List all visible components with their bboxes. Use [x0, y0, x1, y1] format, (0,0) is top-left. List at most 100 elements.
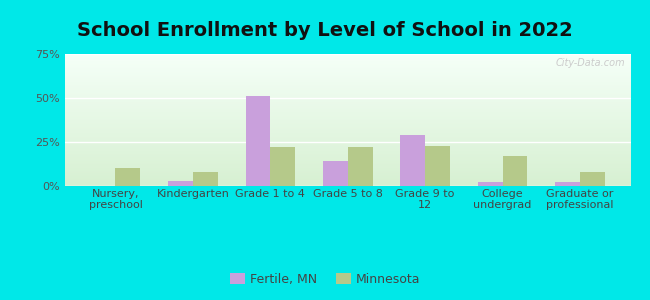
Bar: [65, 142, 630, 143]
Bar: [65, 102, 630, 104]
Bar: [65, 164, 630, 165]
Bar: [65, 158, 630, 160]
Bar: [65, 57, 630, 59]
Bar: [65, 160, 630, 161]
Bar: [65, 85, 630, 86]
Bar: [65, 152, 630, 153]
Bar: [65, 110, 630, 111]
Bar: [65, 166, 630, 167]
Bar: [65, 95, 630, 96]
Bar: [193, 172, 218, 186]
Bar: [116, 168, 140, 186]
Bar: [65, 140, 630, 141]
Bar: [65, 148, 630, 150]
Bar: [65, 96, 630, 97]
Bar: [65, 75, 630, 76]
Bar: [65, 86, 630, 87]
Bar: [65, 76, 630, 77]
Bar: [65, 156, 630, 158]
Bar: [65, 113, 630, 115]
Bar: [425, 146, 450, 186]
Bar: [323, 161, 348, 186]
Bar: [65, 167, 630, 168]
Bar: [65, 78, 630, 79]
Bar: [65, 98, 630, 99]
Bar: [65, 87, 630, 88]
Bar: [65, 176, 630, 177]
Bar: [65, 145, 630, 146]
Bar: [65, 128, 630, 129]
Bar: [65, 136, 630, 138]
Bar: [65, 66, 630, 67]
Bar: [65, 124, 630, 125]
Bar: [65, 109, 630, 110]
Bar: [65, 130, 630, 131]
Bar: [65, 155, 630, 156]
Bar: [65, 121, 630, 122]
Bar: [65, 69, 630, 70]
Bar: [65, 61, 630, 62]
Bar: [65, 131, 630, 132]
Bar: [65, 153, 630, 154]
Bar: [65, 175, 630, 176]
Bar: [65, 139, 630, 140]
Bar: [65, 56, 630, 57]
Bar: [168, 181, 193, 186]
Bar: [65, 185, 630, 186]
Bar: [270, 147, 295, 186]
Bar: [65, 143, 630, 144]
Bar: [65, 123, 630, 124]
Bar: [65, 79, 630, 80]
Bar: [65, 154, 630, 155]
Bar: [65, 90, 630, 92]
Bar: [65, 117, 630, 118]
Bar: [65, 127, 630, 128]
Bar: [65, 168, 630, 169]
Bar: [65, 89, 630, 90]
Bar: [65, 125, 630, 127]
Bar: [65, 173, 630, 174]
Text: City-Data.com: City-Data.com: [555, 58, 625, 68]
Bar: [65, 146, 630, 148]
Bar: [65, 133, 630, 134]
Bar: [65, 120, 630, 121]
Bar: [65, 150, 630, 151]
Bar: [65, 181, 630, 182]
Bar: [65, 80, 630, 82]
Bar: [65, 138, 630, 139]
Bar: [555, 182, 580, 186]
Bar: [65, 163, 630, 164]
Bar: [580, 172, 604, 186]
Bar: [65, 171, 630, 172]
Bar: [400, 135, 425, 186]
Bar: [65, 73, 630, 74]
Bar: [65, 62, 630, 63]
Bar: [65, 144, 630, 145]
Bar: [65, 67, 630, 68]
Bar: [65, 82, 630, 83]
Bar: [65, 58, 630, 59]
Bar: [348, 147, 372, 186]
Bar: [65, 162, 630, 163]
Bar: [246, 96, 270, 186]
Bar: [65, 88, 630, 89]
Bar: [65, 103, 630, 105]
Bar: [65, 97, 630, 98]
Bar: [65, 116, 630, 117]
Bar: [65, 115, 630, 116]
Bar: [65, 64, 630, 65]
Bar: [65, 107, 630, 108]
Bar: [65, 177, 630, 178]
Bar: [65, 151, 630, 152]
Bar: [65, 65, 630, 66]
Bar: [65, 99, 630, 100]
Bar: [65, 184, 630, 185]
Bar: [65, 129, 630, 130]
Bar: [65, 100, 630, 101]
Bar: [65, 84, 630, 85]
Bar: [502, 156, 527, 186]
Bar: [65, 141, 630, 142]
Bar: [65, 59, 630, 61]
Bar: [65, 70, 630, 72]
Bar: [65, 92, 630, 94]
